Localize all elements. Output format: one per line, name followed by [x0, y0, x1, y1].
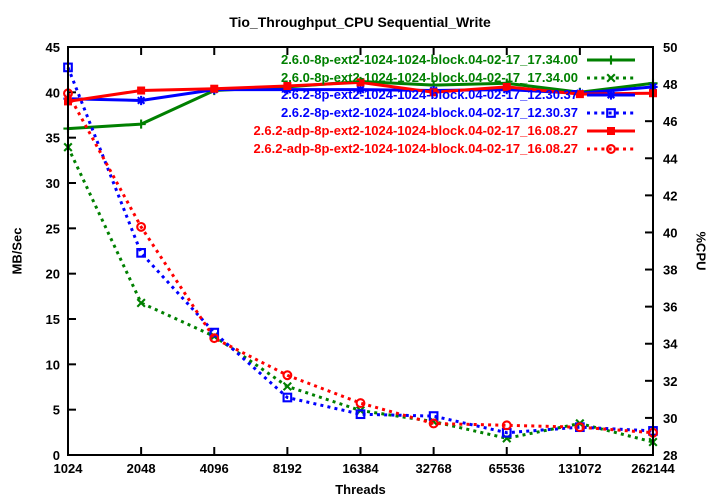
svg-text:42: 42	[663, 188, 677, 203]
y-axis-label-right: %CPU	[693, 231, 709, 271]
series-dashed-#ff0000	[63, 88, 658, 438]
legend-label: 2.6.0-8p-ext2-1024-1024-block.04-02-17_1…	[280, 51, 578, 67]
legend-sample-line-icon	[587, 90, 635, 101]
svg-text:16384: 16384	[342, 461, 379, 476]
svg-text:30: 30	[663, 411, 677, 426]
svg-text:48: 48	[663, 77, 677, 92]
svg-text:32768: 32768	[416, 461, 452, 476]
legend-item: 2.6.2-adp-8p-ext2-1024-1024-block.04-02-…	[0, 122, 637, 140]
legend-sample-line-icon	[587, 127, 635, 136]
svg-text:15: 15	[46, 312, 60, 327]
svg-text:35: 35	[46, 131, 60, 146]
chart-title: Tio_Throughput_CPU Sequential_Write	[229, 14, 491, 30]
svg-text:50: 50	[663, 40, 677, 55]
legend-label: 2.6.2-adp-8p-ext2-1024-1024-block.04-02-…	[253, 123, 578, 139]
svg-text:46: 46	[663, 114, 677, 129]
legend-item: 2.6.0-8p-ext2-1024-1024-block.04-02-17_1…	[0, 51, 637, 69]
legend: 2.6.0-8p-ext2-1024-1024-block.04-02-17_1…	[0, 51, 637, 158]
svg-text:38: 38	[663, 263, 677, 278]
legend-label: 2.6.0-8p-ext2-1024-1024-block.04-02-17_1…	[280, 69, 578, 85]
svg-text:131072: 131072	[558, 461, 601, 476]
legend-item: 2.6.2-8p-ext2-1024-1024-block.04-02-17_1…	[0, 87, 637, 105]
legend-label: 2.6.2-adp-8p-ext2-1024-1024-block.04-02-…	[253, 140, 578, 156]
legend-item: 2.6.2-8p-ext2-1024-1024-block.04-02-17_1…	[0, 104, 637, 122]
svg-text:32: 32	[663, 374, 677, 389]
svg-text:65536: 65536	[489, 461, 525, 476]
svg-text:5: 5	[53, 403, 60, 418]
svg-text:262144: 262144	[631, 461, 675, 476]
svg-text:20: 20	[46, 267, 60, 282]
svg-text:30: 30	[46, 176, 60, 191]
svg-text:25: 25	[46, 221, 60, 236]
y-axis-label-left: MB/Sec	[9, 227, 25, 275]
legend-sample-line-icon	[587, 55, 635, 65]
svg-text:34: 34	[663, 337, 678, 352]
svg-text:28: 28	[663, 448, 677, 463]
svg-text:1024: 1024	[54, 461, 84, 476]
svg-text:36: 36	[663, 300, 677, 315]
series-dashed-#008000	[63, 142, 658, 447]
svg-text:40: 40	[663, 225, 677, 240]
legend-label: 2.6.2-8p-ext2-1024-1024-block.04-02-17_1…	[280, 87, 578, 103]
svg-text:0: 0	[53, 448, 60, 463]
legend-item: 2.6.2-adp-8p-ext2-1024-1024-block.04-02-…	[0, 140, 637, 158]
svg-text:4096: 4096	[200, 461, 229, 476]
legend-item: 2.6.0-8p-ext2-1024-1024-block.04-02-17_1…	[0, 69, 637, 87]
svg-text:40: 40	[46, 85, 60, 100]
svg-text:45: 45	[46, 40, 60, 55]
svg-text:8192: 8192	[273, 461, 302, 476]
legend-sample-line-icon	[587, 108, 635, 119]
svg-text:10: 10	[46, 357, 60, 372]
svg-text:2048: 2048	[127, 461, 156, 476]
svg-text:44: 44	[663, 151, 678, 166]
legend-label: 2.6.2-8p-ext2-1024-1024-block.04-02-17_1…	[280, 105, 578, 121]
legend-sample-line-icon	[587, 73, 635, 83]
x-axis-label: Threads	[335, 482, 386, 497]
legend-sample-line-icon	[587, 143, 635, 154]
